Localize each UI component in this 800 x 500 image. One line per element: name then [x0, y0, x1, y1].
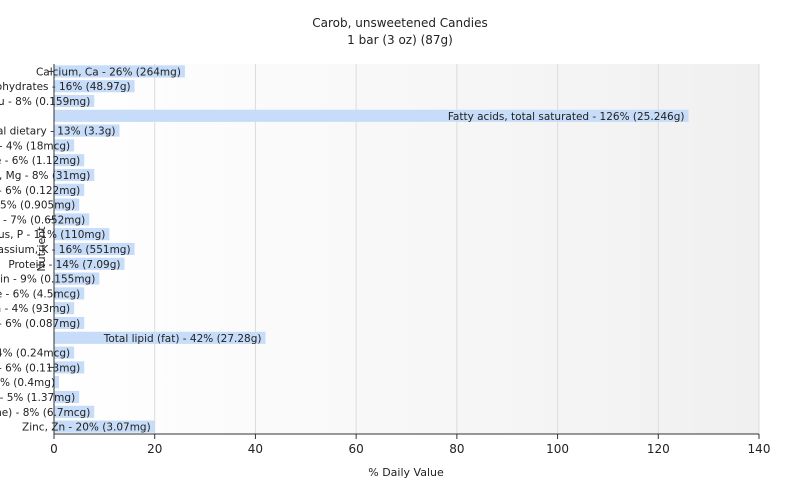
bar-label: Iron, Fe - 6% (1.12mg) [0, 155, 80, 167]
chart-title: Carob, unsweetened Candies [312, 16, 487, 30]
x-tick-label: 100 [546, 442, 569, 456]
bar [54, 376, 60, 389]
bar-labels: Calcium, Ca - 26% (264mg) Carbohydrates -… [0, 66, 685, 434]
bar [54, 213, 90, 226]
bar-label: Phosphorus, P - 11% (110mg) [0, 229, 105, 241]
bar [54, 287, 85, 300]
bar [54, 361, 85, 374]
bar-label: Sodium, Na - 4% (93mg) [0, 303, 70, 315]
y-axis-title: Nutrient [35, 226, 48, 272]
bar [54, 109, 689, 122]
bar [54, 139, 75, 152]
bar [54, 80, 135, 93]
bar [54, 65, 185, 78]
bar [54, 94, 95, 108]
axes: 0 20 40 60 80 100 120 140 [48, 64, 770, 456]
bar-label: Carbohydrates - 16% (48.97g) [0, 81, 131, 93]
bar-label: Folate, total - 4% (18mcg) [0, 140, 70, 152]
bar-label: Potassium, K - 16% (551mg) [0, 244, 131, 256]
bar [54, 420, 155, 433]
bar-label: Vitamin E (alpha-tocopherol) - 5% (1.37m… [0, 392, 75, 404]
bar-label: Pantothenic acid - 7% (0.652mg) [0, 214, 85, 226]
x-tick-label: 80 [449, 442, 464, 456]
bar [54, 257, 125, 270]
bar-label: Protein - 14% (7.09g) [8, 259, 120, 271]
bar-label: Selenium, Se - 6% (4.5mcg) [0, 288, 80, 300]
bar [54, 390, 80, 404]
bar [54, 331, 266, 344]
bar [54, 316, 85, 330]
bar-label: Vitamin K (phylloquinone) - 8% (6.7mcg) [0, 407, 90, 419]
bar-label: Calcium, Ca - 26% (264mg) [36, 66, 181, 78]
bar [54, 405, 95, 418]
bar [54, 242, 135, 256]
bar-label: Vitamin B-6 - 6% (0.113mg) [0, 362, 80, 374]
bar-label: Copper, Cu - 8% (0.159mg) [0, 96, 90, 108]
bar-label: Manganese, Mn - 6% (0.122mg) [0, 185, 80, 197]
gridlines [154, 64, 760, 434]
bar [54, 228, 110, 241]
x-tick-label: 40 [248, 442, 263, 456]
x-tick-label: 0 [50, 442, 58, 456]
chart-subtitle: 1 bar (3 oz) (87g) [347, 33, 453, 47]
bar [54, 183, 85, 196]
bar-label: Riboflavin - 9% (0.155mg) [0, 274, 95, 286]
bar-label: Fatty acids, total saturated - 126% (25.… [448, 111, 685, 123]
plot-area [54, 64, 759, 434]
bar-label: Vitamin C, total ascorbic acid - 1% (0.4… [0, 377, 55, 389]
bar-label: Fiber, total dietary - 13% (3.3g) [0, 126, 115, 138]
bar-label: Zinc, Zn - 20% (3.07mg) [22, 422, 151, 434]
x-tick-label: 140 [748, 442, 771, 456]
bar [54, 168, 95, 182]
x-axis-title: % Daily Value [368, 466, 444, 479]
bar-label: Niacin - 5% (0.905mg) [0, 200, 75, 212]
bar-label: Thiamin - 6% (0.087mg) [0, 318, 80, 330]
bar [54, 272, 100, 285]
x-tick-label: 20 [147, 442, 162, 456]
bar-label: Vitamin B-12 - 4% (0.24mcg) [0, 348, 70, 360]
x-tick-label: 60 [349, 442, 364, 456]
bar [54, 124, 120, 137]
bar-label: Magnesium, Mg - 8% (31mg) [0, 170, 90, 182]
bars [54, 65, 689, 433]
bar [54, 346, 75, 359]
bar [54, 302, 75, 315]
bar [54, 198, 80, 211]
bar [54, 154, 85, 167]
x-tick-label: 120 [647, 442, 670, 456]
bar-label: Total lipid (fat) - 42% (27.28g) [103, 333, 262, 345]
